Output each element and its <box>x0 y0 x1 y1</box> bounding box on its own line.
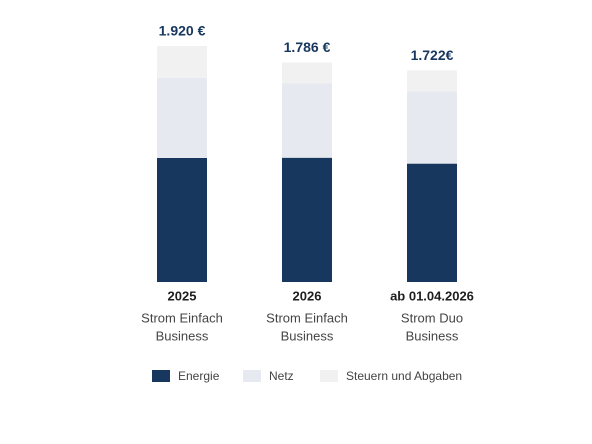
legend-swatch <box>243 370 261 382</box>
category-description: Strom Einfach <box>141 310 223 325</box>
bar-segment <box>407 70 457 92</box>
bar-segment <box>407 91 457 164</box>
total-label: 1.920 € <box>159 23 206 39</box>
category-label: 2026 <box>293 288 322 303</box>
total-label: 1.786 € <box>284 39 331 55</box>
category-label: ab 01.04.2026 <box>390 288 474 303</box>
legend-label: Steuern und Abgaben <box>346 369 462 383</box>
bar-segment <box>282 157 332 282</box>
category-description: Strom Einfach <box>266 310 348 325</box>
legend-label: Netz <box>269 369 294 383</box>
category-description: Business <box>406 328 459 343</box>
bar-segment <box>282 62 332 84</box>
bar-segment <box>157 157 207 282</box>
category-label: 2025 <box>168 288 197 303</box>
bar-segment <box>282 83 332 158</box>
bar-segment <box>157 77 207 158</box>
legend-swatch <box>320 370 338 382</box>
total-label: 1.722€ <box>411 47 454 63</box>
category-description: Business <box>156 328 209 343</box>
category-description: Strom Duo <box>401 310 463 325</box>
legend-swatch <box>152 370 170 382</box>
bar-segment <box>157 46 207 78</box>
category-description: Business <box>281 328 334 343</box>
legend-label: Energie <box>178 369 220 383</box>
bar-segment <box>407 163 457 282</box>
